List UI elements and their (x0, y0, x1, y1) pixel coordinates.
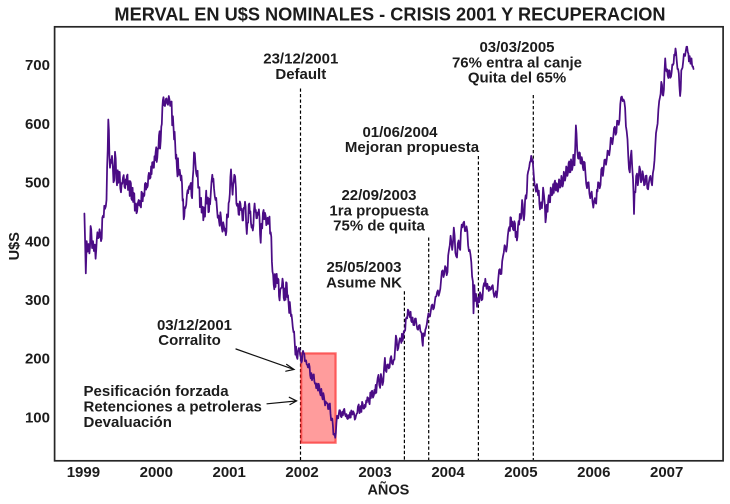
svg-text:2006: 2006 (577, 464, 610, 481)
svg-text:1ra propuesta: 1ra propuesta (329, 202, 429, 219)
svg-text:Mejoran propuesta: Mejoran propuesta (345, 139, 480, 156)
svg-text:Retenciones a petroleras: Retenciones a petroleras (84, 399, 262, 416)
svg-text:Default: Default (275, 66, 326, 83)
svg-text:25/05/2003: 25/05/2003 (326, 259, 401, 276)
svg-text:100: 100 (25, 409, 50, 426)
svg-text:2000: 2000 (140, 464, 173, 481)
svg-text:Corralito: Corralito (158, 332, 221, 349)
svg-text:22/09/2003: 22/09/2003 (341, 187, 416, 204)
svg-text:2004: 2004 (431, 464, 465, 481)
svg-text:400: 400 (25, 233, 50, 250)
svg-text:2002: 2002 (285, 464, 318, 481)
svg-text:23/12/2001: 23/12/2001 (263, 51, 338, 68)
svg-text:2005: 2005 (504, 464, 537, 481)
svg-text:200: 200 (25, 351, 50, 368)
svg-text:03/12/2001: 03/12/2001 (157, 317, 232, 334)
svg-text:Pesificación forzada: Pesificación forzada (84, 383, 230, 400)
svg-text:500: 500 (25, 175, 50, 192)
svg-text:Quita del 65%: Quita del 65% (468, 70, 566, 87)
svg-text:Asume NK: Asume NK (326, 275, 402, 292)
svg-text:2003: 2003 (358, 464, 391, 481)
svg-text:75% de quita: 75% de quita (333, 218, 425, 235)
svg-text:MERVAL EN U$S NOMINALES - CRIS: MERVAL EN U$S NOMINALES - CRISIS 2001 Y … (114, 5, 665, 25)
svg-text:600: 600 (25, 116, 50, 133)
svg-text:U$S: U$S (7, 232, 23, 261)
svg-text:700: 700 (25, 57, 50, 74)
svg-text:03/03/2005: 03/03/2005 (479, 39, 554, 56)
svg-text:Devaluación: Devaluación (84, 414, 172, 431)
svg-text:1999: 1999 (67, 464, 100, 481)
svg-text:AÑOS: AÑOS (367, 481, 409, 499)
svg-text:2007: 2007 (650, 464, 683, 481)
svg-text:2001: 2001 (213, 464, 246, 481)
svg-text:76% entra al canje: 76% entra al canje (452, 54, 582, 71)
svg-text:300: 300 (25, 292, 50, 309)
svg-text:01/06/2004: 01/06/2004 (362, 124, 438, 141)
